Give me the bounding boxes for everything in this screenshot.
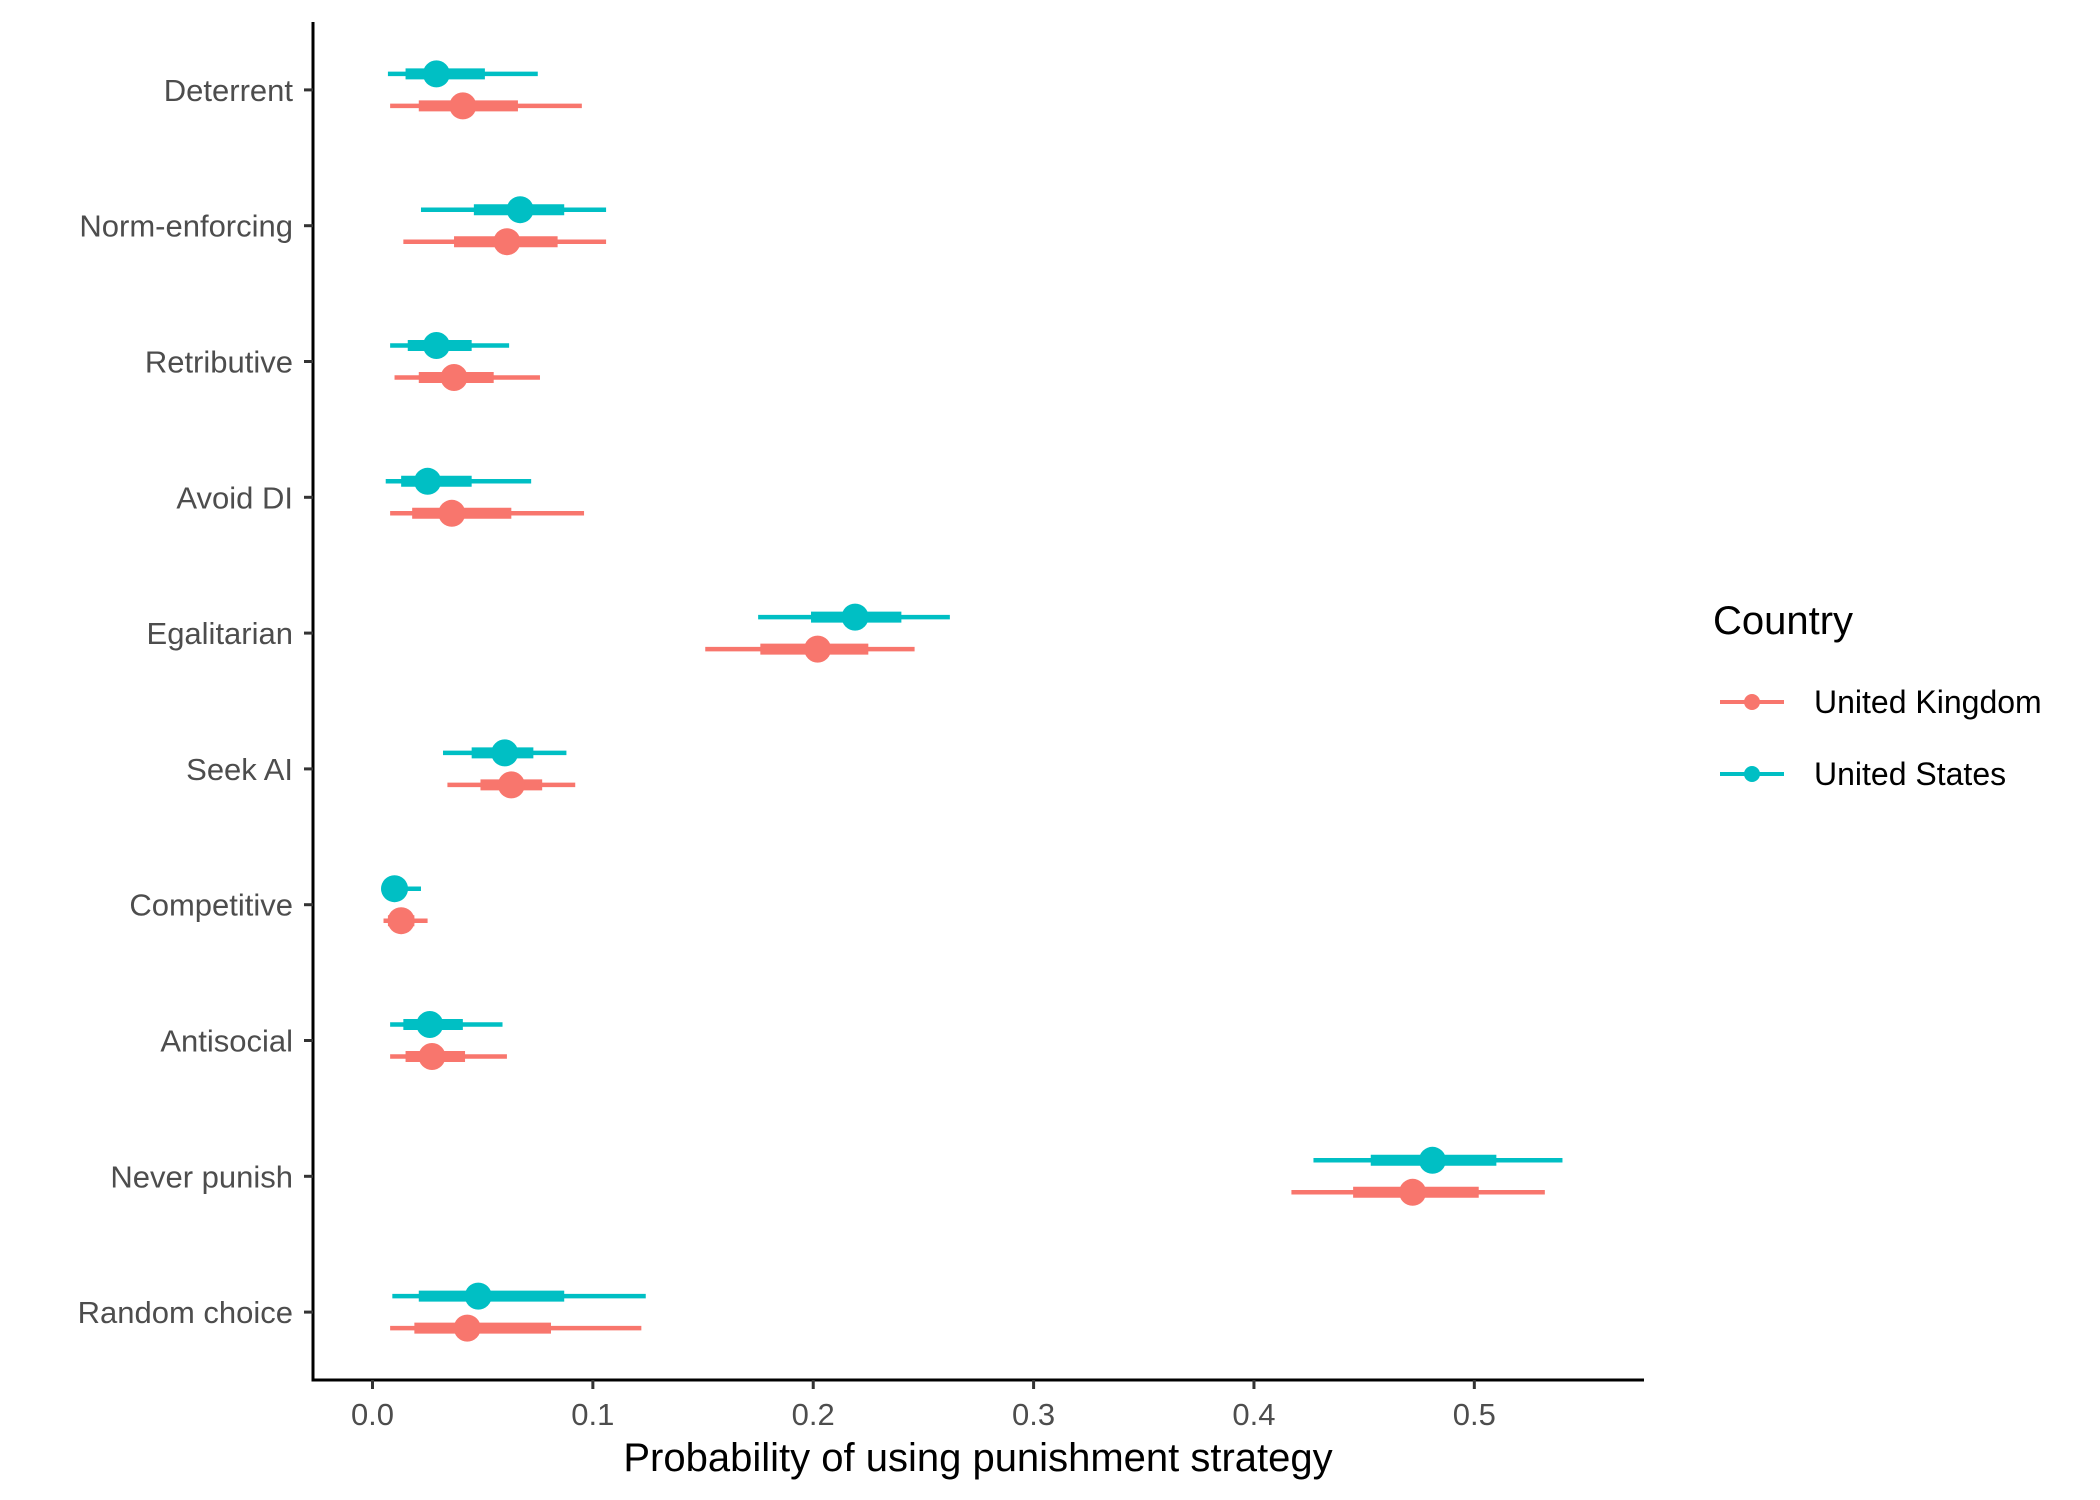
y-tick-label-egalitarian: Egalitarian xyxy=(147,616,293,651)
point-united-states-retributive xyxy=(422,332,450,359)
point-united-kingdom-antisocial xyxy=(418,1043,446,1070)
point-united-kingdom-avoid-di xyxy=(438,499,466,527)
y-tick-label-seek-ai: Seek AI xyxy=(186,752,293,787)
point-united-kingdom-retributive xyxy=(440,364,468,391)
point-united-kingdom-seek-ai xyxy=(497,771,525,799)
point-united-states-never-punish xyxy=(1418,1146,1446,1174)
point-united-states-norm-enforcing xyxy=(506,196,534,224)
x-axis-ticks: 0.0 0.1 0.2 0.3 0.4 0.5 xyxy=(351,1380,1496,1432)
y-tick-label-avoid-di: Avoid DI xyxy=(176,480,293,515)
point-united-kingdom-norm-enforcing xyxy=(493,228,521,256)
point-united-states-deterrent xyxy=(422,60,450,88)
y-tick-label-norm-enforcing: Norm-enforcing xyxy=(79,209,293,244)
x-tick-label-0: 0.0 xyxy=(351,1397,394,1432)
x-tick-label-3: 0.3 xyxy=(1012,1397,1055,1432)
x-tick-label-2: 0.2 xyxy=(792,1397,835,1432)
point-united-kingdom-competitive xyxy=(387,907,415,935)
y-tick-label-random-choice: Random choice xyxy=(78,1295,293,1330)
point-united-kingdom-deterrent xyxy=(449,92,477,120)
point-united-states-seek-ai xyxy=(491,739,519,767)
point-united-states-competitive xyxy=(381,875,409,903)
legend-label-united-states: United States xyxy=(1814,756,2006,792)
point-united-kingdom-never-punish xyxy=(1399,1178,1427,1206)
y-tick-label-deterrent: Deterrent xyxy=(164,73,294,108)
y-tick-label-retributive: Retributive xyxy=(145,345,293,380)
x-tick-label-4: 0.4 xyxy=(1232,1397,1275,1432)
legend: Country United Kingdom United States xyxy=(1713,599,2042,792)
point-united-kingdom-egalitarian xyxy=(804,635,832,663)
point-united-states-antisocial xyxy=(416,1011,444,1038)
chart-marks xyxy=(381,60,1563,1342)
point-united-kingdom-random-choice xyxy=(453,1314,481,1342)
x-axis-title: Probability of using punishment strategy xyxy=(623,1436,1332,1480)
x-tick-label-5: 0.5 xyxy=(1453,1397,1496,1432)
y-tick-label-competitive: Competitive xyxy=(129,888,293,923)
series-united-states xyxy=(381,60,1563,1310)
x-tick-label-1: 0.1 xyxy=(571,1397,614,1432)
y-axis-ticks: Deterrent Norm-enforcing Retributive Avoid … xyxy=(78,73,313,1330)
legend-key-point-united-kingdom xyxy=(1744,694,1760,710)
y-tick-label-never-punish: Never punish xyxy=(110,1159,293,1194)
legend-label-united-kingdom: United Kingdom xyxy=(1814,684,2042,720)
series-united-kingdom xyxy=(383,92,1545,1342)
point-united-states-avoid-di xyxy=(414,467,442,495)
point-united-states-egalitarian xyxy=(841,603,869,631)
y-tick-label-antisocial: Antisocial xyxy=(160,1024,293,1059)
point-united-states-random-choice xyxy=(464,1282,492,1310)
legend-title: Country xyxy=(1713,599,1853,643)
legend-key-point-united-states xyxy=(1744,766,1760,782)
